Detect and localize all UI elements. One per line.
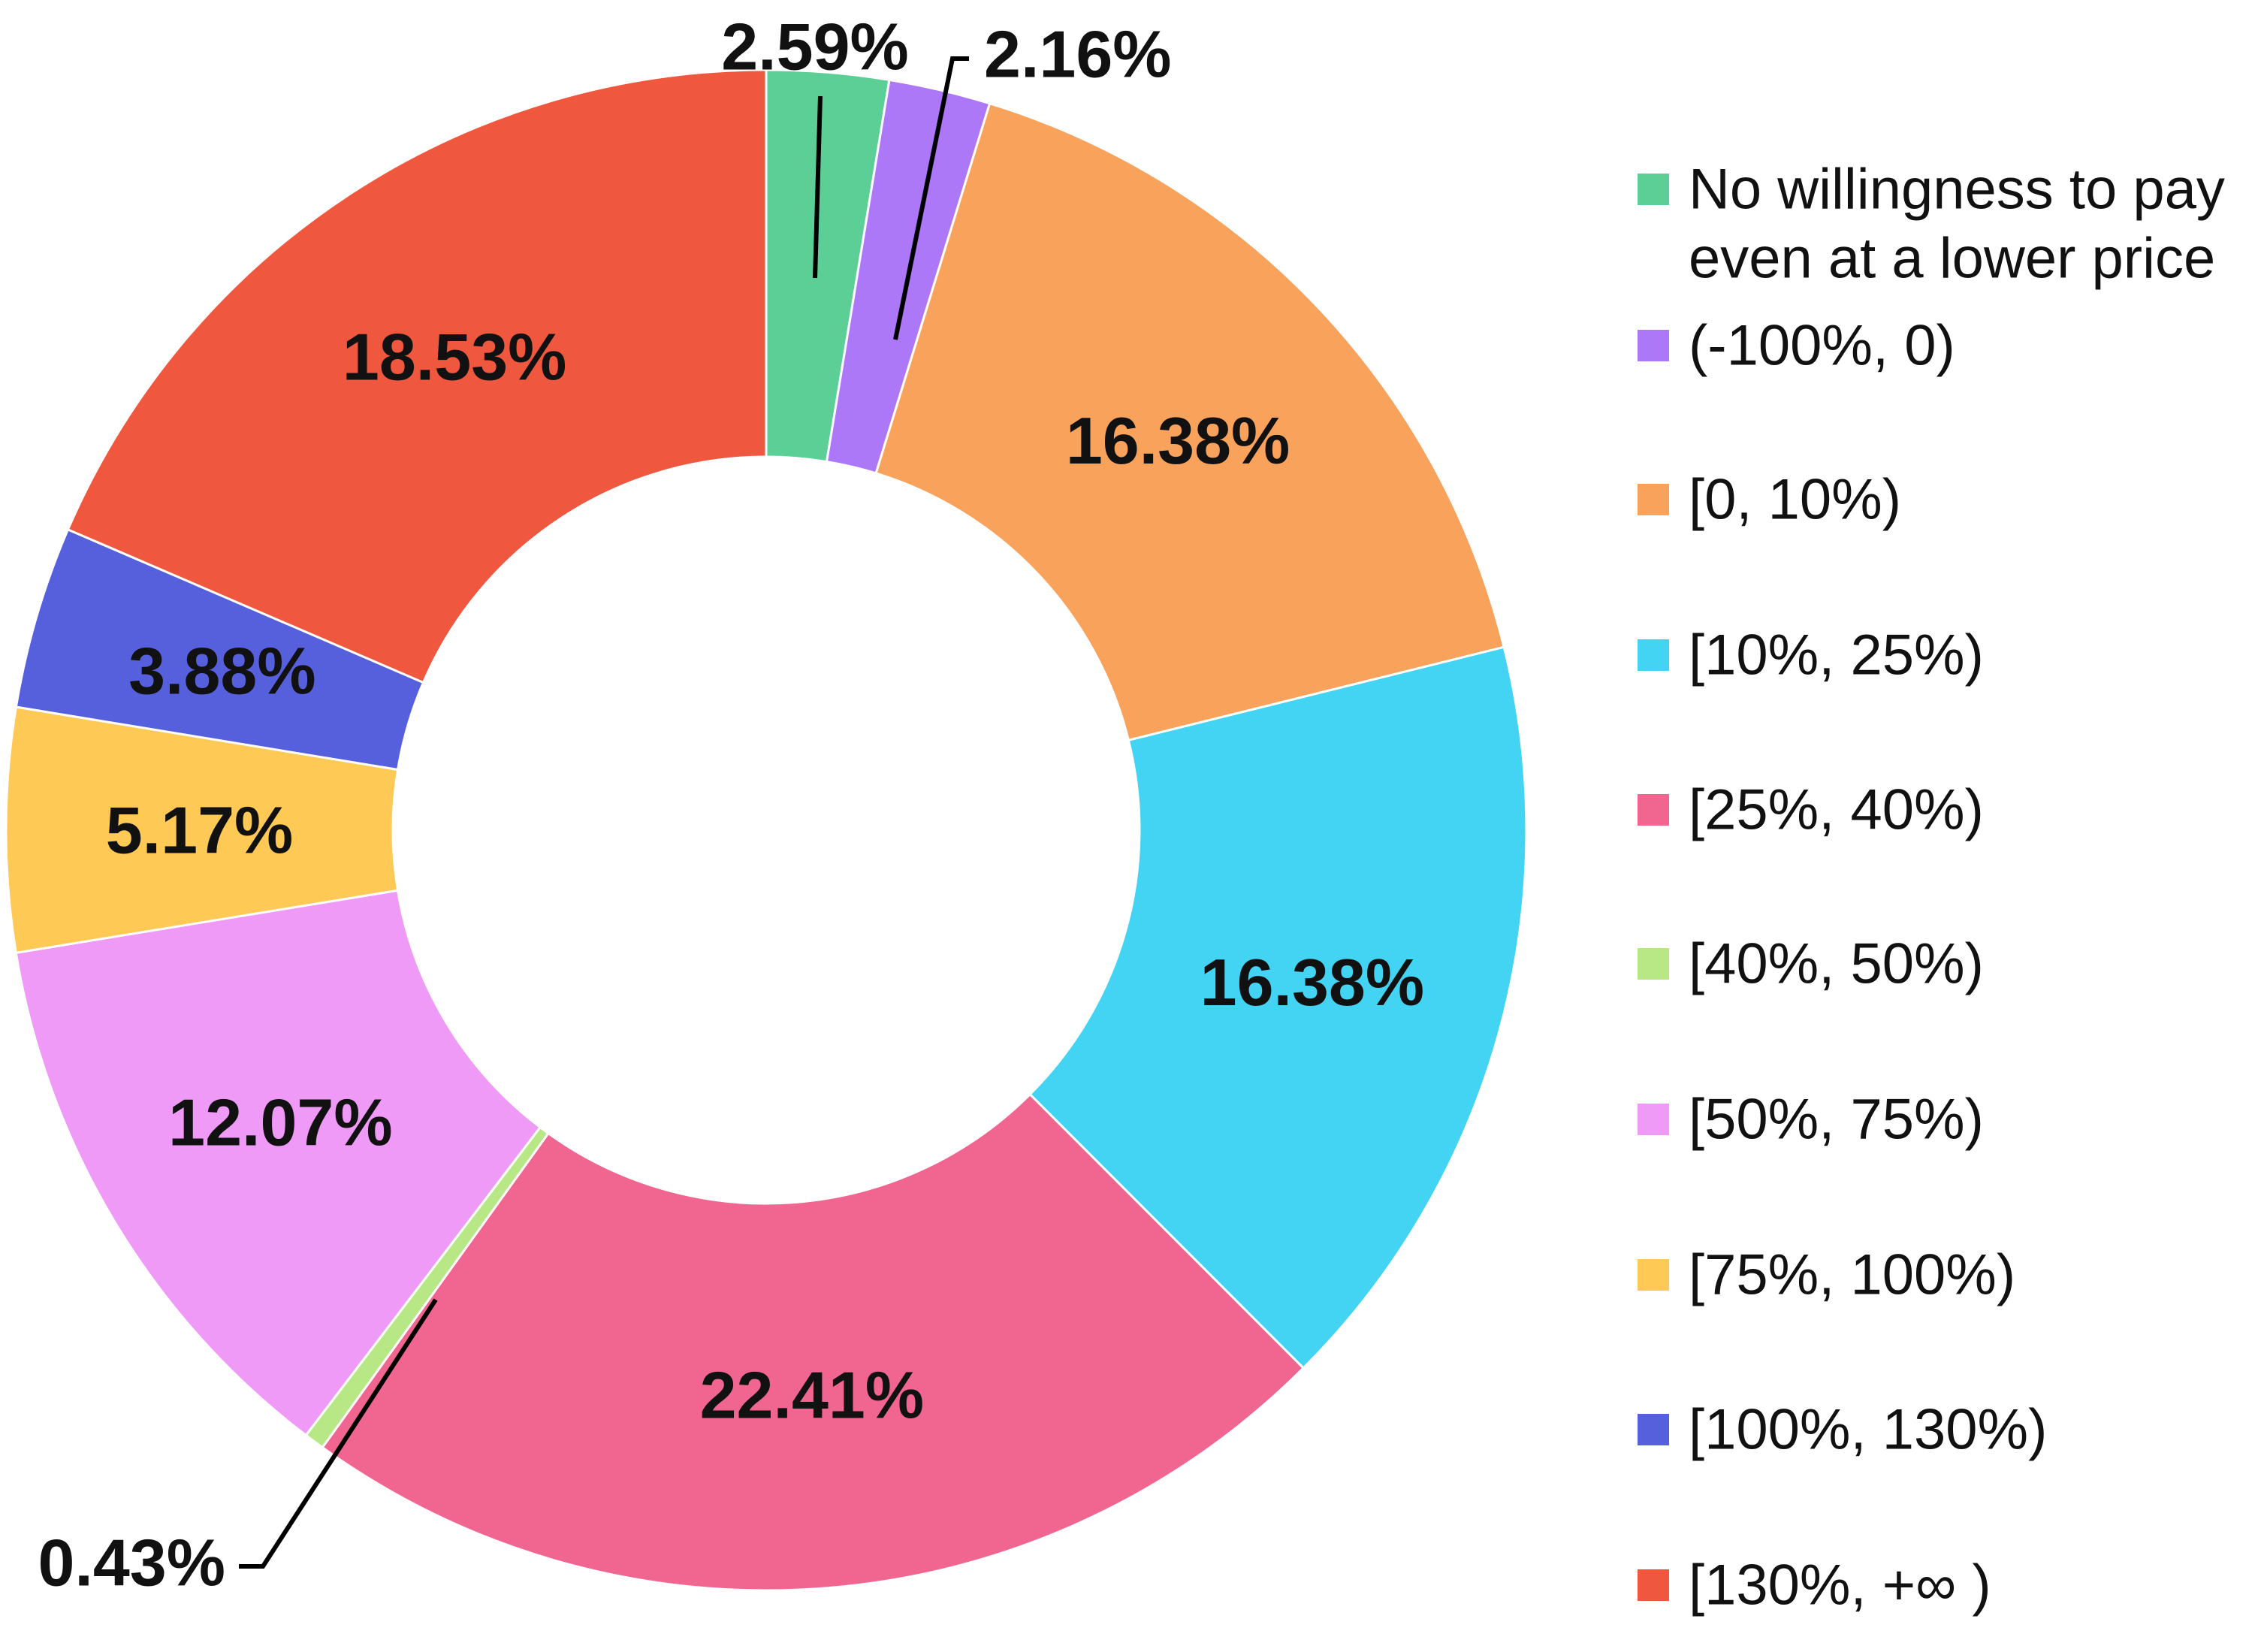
- slice-25-40: [321, 1092, 1306, 1592]
- legend-swatch-50-75: [1638, 1104, 1669, 1135]
- slice-label-75-100: 5.17%: [106, 793, 294, 867]
- legend-swatch-10-25: [1638, 639, 1669, 671]
- legend-swatch-40-50: [1638, 948, 1669, 980]
- slice-label-25-40: 22.41%: [700, 1358, 924, 1433]
- legend-label-0-10: [0, 10%): [1689, 468, 1901, 532]
- leader-lines: [239, 56, 969, 1569]
- donut-slices: [5, 68, 1528, 1592]
- slice-50-75: [14, 889, 542, 1437]
- slice-label-130: 18.53%: [343, 319, 566, 394]
- legend-swatch-100-130: [1638, 1414, 1669, 1445]
- legend-label-130: [130%, +∞ ): [1689, 1554, 1991, 1617]
- legend-label-100-0: (-100%, 0): [1689, 314, 1955, 378]
- legend-label-no-willingness-to-pay-even-at-a-lower-price: even at a lower price: [1689, 227, 2215, 291]
- legend-label-50-75: [50%, 75%): [1689, 1088, 1984, 1152]
- slice-130: [66, 68, 768, 684]
- slice-label-100-0: 2.16%: [984, 17, 1172, 92]
- slice-10-25: [1028, 645, 1528, 1370]
- slice-0-10: [874, 101, 1506, 742]
- legend-label-no-willingness-to-pay-even-at-a-lower-price: No willingness to pay: [1689, 158, 2225, 222]
- slice-label-no-willingness-to-pay-even-at-a-lower-price: 2.59%: [721, 10, 909, 84]
- legend-label-75-100: [75%, 100%): [1689, 1243, 2015, 1307]
- legend-label-10-25: [10%, 25%): [1689, 624, 1984, 687]
- legend-swatch-130: [1638, 1569, 1669, 1601]
- legend-swatch-75-100: [1638, 1259, 1669, 1291]
- slice-label-100-130: 3.88%: [128, 634, 316, 708]
- legend-label-100-130: [100%, 130%): [1689, 1398, 2047, 1462]
- leader-line-no-willingness-to-pay-even-at-a-lower-price: [813, 95, 823, 279]
- leader-line-100-0: [893, 56, 969, 340]
- legend-swatch-0-10: [1638, 484, 1669, 515]
- legend-label-25-40: [25%, 40%): [1689, 778, 1984, 842]
- leader-line-40-50: [239, 1298, 438, 1569]
- slice-label-40-50: 0.43%: [38, 1526, 225, 1600]
- slice-label-50-75: 12.07%: [168, 1085, 392, 1159]
- legend-swatch-25-40: [1638, 794, 1669, 826]
- legend-swatch-100-0: [1638, 330, 1669, 361]
- legend-swatch-no-willingness-to-pay-even-at-a-lower-price: [1638, 174, 1669, 205]
- slice-label-0-10: 16.38%: [1066, 403, 1290, 478]
- slice-label-10-25: 16.38%: [1200, 945, 1424, 1019]
- legend-label-40-50: [40%, 50%): [1689, 932, 1984, 996]
- slice-labels: 2.59% 2.16% 16.38% 16.38% 22.41% 0.43% 12.07% 5…: [38, 10, 1424, 1600]
